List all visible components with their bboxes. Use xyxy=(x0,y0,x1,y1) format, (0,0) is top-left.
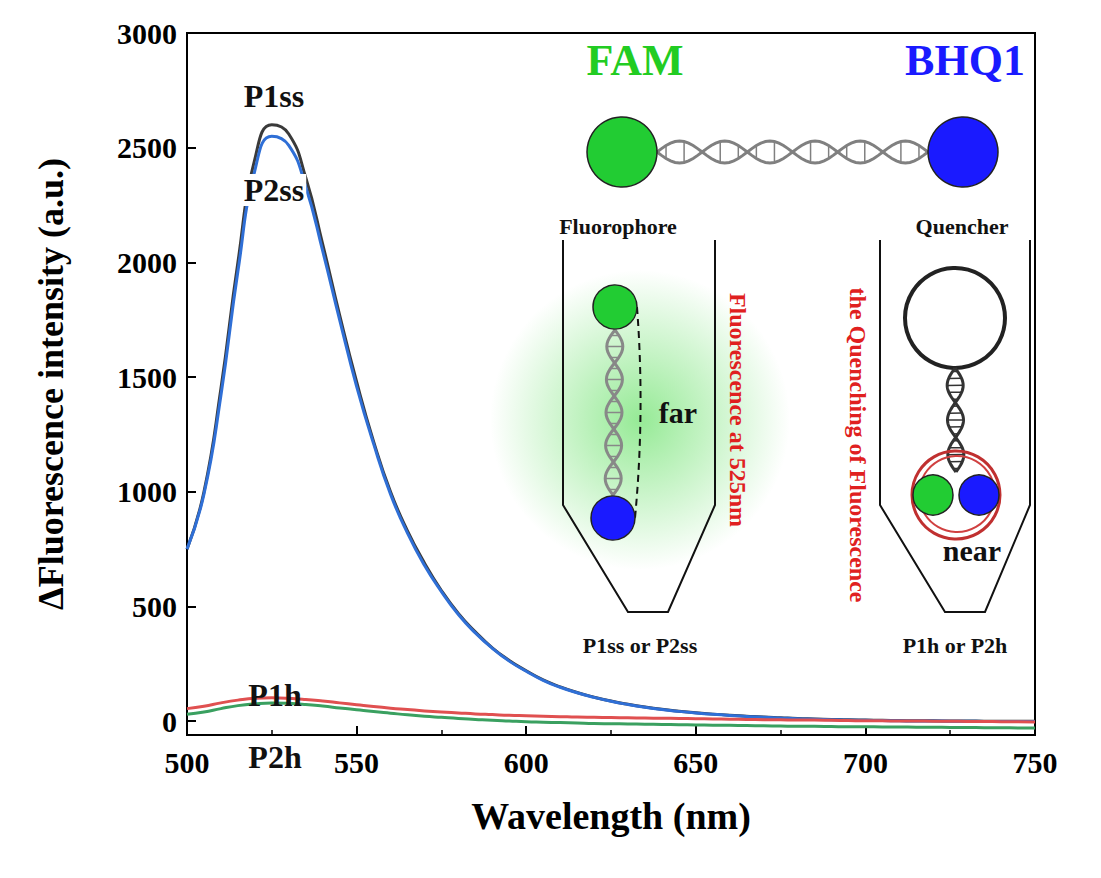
svg-text:P1h or P2h: P1h or P2h xyxy=(903,633,1008,658)
svg-text:P2h: P2h xyxy=(248,739,302,775)
svg-text:Fluorescence at 525nm: Fluorescence at 525nm xyxy=(725,293,751,527)
svg-text:the Quenching of Fluorescence: the Quenching of Fluorescence xyxy=(845,288,871,603)
svg-text:Wavelength (nm): Wavelength (nm) xyxy=(471,795,751,838)
svg-text:2000: 2000 xyxy=(117,246,177,279)
svg-text:1500: 1500 xyxy=(117,361,177,394)
svg-text:Quencher: Quencher xyxy=(916,214,1009,239)
svg-text:500: 500 xyxy=(132,590,177,623)
svg-text:500: 500 xyxy=(165,746,210,779)
svg-text:P1h: P1h xyxy=(248,677,302,713)
svg-text:600: 600 xyxy=(504,746,549,779)
svg-text:750: 750 xyxy=(1013,746,1058,779)
svg-text:ΔFluorescence intensity (a.u.): ΔFluorescence intensity (a.u.) xyxy=(31,158,71,610)
svg-text:1000: 1000 xyxy=(117,475,177,508)
svg-text:3000: 3000 xyxy=(117,17,177,50)
svg-text:BHQ1: BHQ1 xyxy=(905,36,1025,85)
svg-text:far: far xyxy=(659,396,697,429)
svg-text:P1ss or P2ss: P1ss or P2ss xyxy=(583,633,698,658)
svg-text:P2ss: P2ss xyxy=(244,172,304,208)
svg-text:550: 550 xyxy=(334,746,379,779)
svg-text:Fluorophore: Fluorophore xyxy=(559,214,677,239)
svg-text:near: near xyxy=(943,534,1001,567)
svg-text:700: 700 xyxy=(843,746,888,779)
svg-text:FAM: FAM xyxy=(587,36,684,85)
svg-text:2500: 2500 xyxy=(117,131,177,164)
svg-text:650: 650 xyxy=(673,746,718,779)
svg-text:P1ss: P1ss xyxy=(244,78,304,114)
svg-text:0: 0 xyxy=(162,705,177,738)
